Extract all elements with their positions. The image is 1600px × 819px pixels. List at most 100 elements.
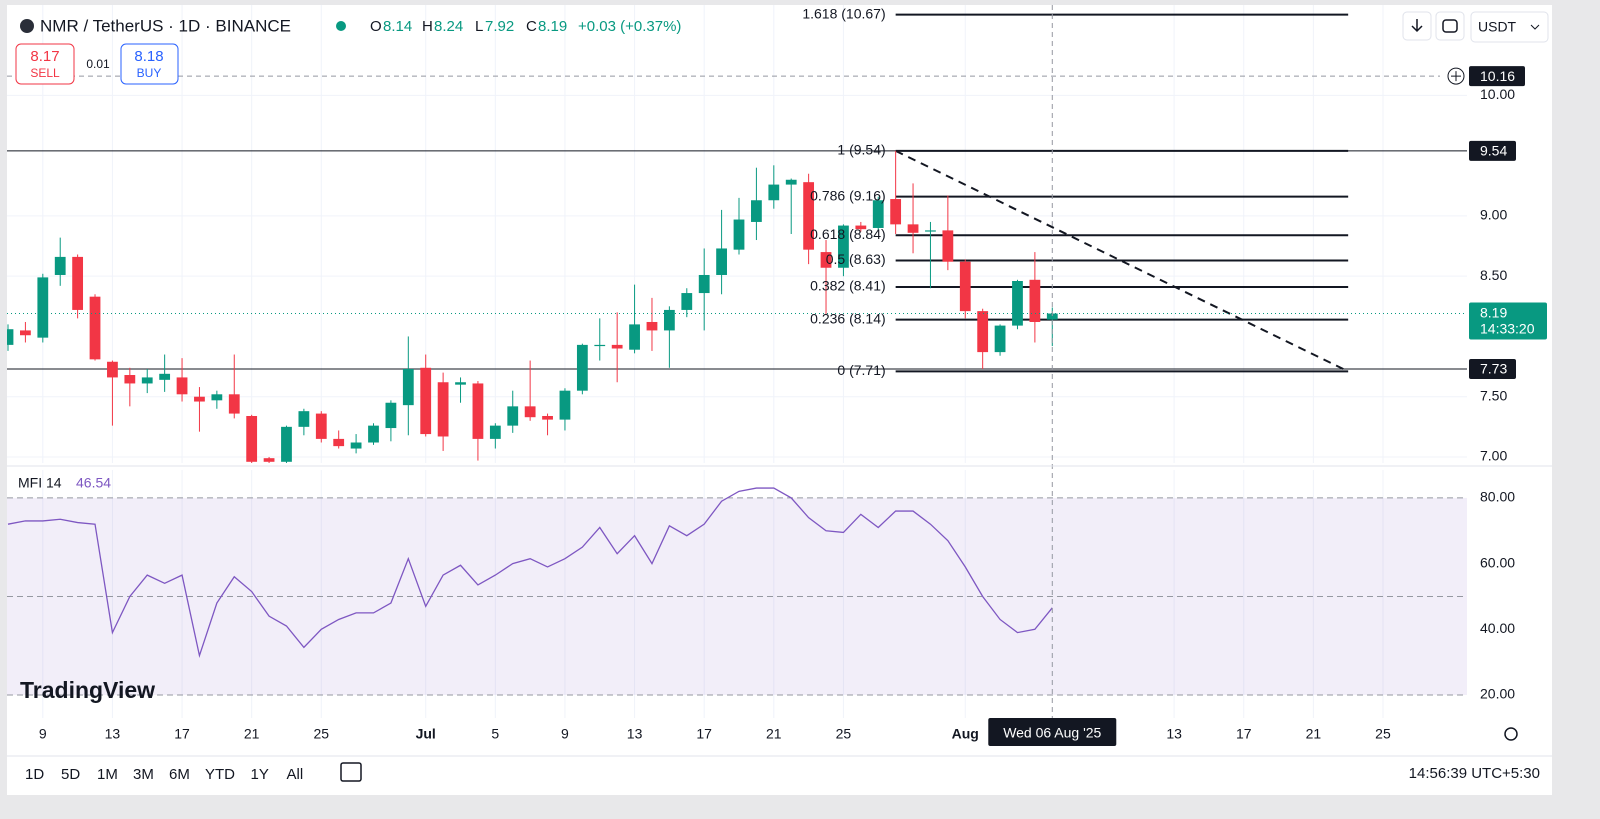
candle-body [716,248,727,275]
refresh-button[interactable] [1435,11,1465,41]
candle-body [594,344,606,347]
mfi-line [7,487,1053,659]
timeframe-button[interactable]: 1D [25,766,44,783]
download-icon [1411,19,1423,33]
candle-body [124,375,136,384]
candle-body [211,394,223,401]
candle-body [350,442,362,449]
candle-body [1046,313,1058,320]
timeframe-button[interactable]: 3M [133,766,154,783]
timeframe-button[interactable]: YTD [205,766,235,783]
price-tag-label: 7.73 [1480,361,1507,377]
fib-label: 1.618 (10.67) [802,5,885,21]
dropdown-icon [1530,24,1540,30]
y-tick-label: 7.50 [1480,387,1507,403]
candle-body [107,361,118,378]
change: +0.03 (+0.37%) [578,18,681,35]
sell-button[interactable] [15,43,75,85]
ohlc: O 8.14 H 8.24 L 7.92 C 8.19 +0.03 (+0.37… [370,18,681,35]
date-range-icon[interactable] [340,762,362,782]
candle-body [20,330,31,336]
candle-body [246,415,258,462]
last-price-tag [1469,302,1547,340]
clock: 14:56:39 UTC+5:30 [1409,765,1540,782]
x-tick-label: 21 [766,726,782,742]
fib-label: 0.618 (8.84) [810,226,886,242]
candle-body [385,402,397,429]
x-tick-label: 21 [1306,726,1322,742]
ohlc-label: L [475,18,483,35]
fib-label: 0 (7.71) [837,362,885,378]
market-status [336,21,346,31]
candle-body [803,182,815,250]
fib-label: 1 (9.54) [837,142,885,158]
timeframes: 1D 5D 1M 3M 6M YTD 1Y All [25,766,303,783]
candle-body [194,396,205,402]
x-tick-label: Jul [416,726,436,742]
y-tick-label: 20.00 [1480,686,1515,702]
fib-label: 0.236 (8.14) [810,310,886,326]
candle-body [420,367,432,435]
candle-body [994,325,1006,353]
fib-label: 0.786 (9.16) [810,187,886,203]
candle-body [368,425,379,443]
candle-body [507,406,519,426]
candle-body [159,373,171,380]
price-pane [7,13,1467,463]
candle-body [298,411,310,427]
x-tick-label: 25 [1375,726,1391,742]
candle-body [855,225,867,230]
candle-body [176,377,188,395]
mfi-value: 46.54 [76,475,111,491]
currency-select[interactable] [1470,11,1549,43]
candle-body [472,383,484,439]
x-tick-label: 25 [313,726,329,742]
y-tick-label: 60.00 [1480,554,1515,570]
candle-body [1012,281,1023,326]
candle-body [663,309,675,331]
candle-body [7,329,14,345]
spread: 0.01 [86,57,110,71]
candle-body [576,344,588,391]
crosshair-price: 10.16 [1480,68,1515,84]
candle-body [907,224,919,233]
buy-price: 8.18 [134,48,163,65]
x-tick-label: 9 [39,726,47,742]
ohlc-value: 8.19 [538,18,567,35]
fib-label: 0.5 (8.63) [826,251,886,267]
ohlc-label: O [370,18,382,35]
y-tick-label: 40.00 [1480,620,1515,636]
candle-body [751,200,762,222]
buy-button[interactable] [120,43,179,85]
timeframe-button[interactable]: 1M [97,766,118,783]
candle-body [698,274,710,294]
candle-body [141,377,153,384]
timeframe-button[interactable]: 6M [169,766,190,783]
candle-body [542,415,553,420]
candle-body [89,296,101,360]
plus-icon [1451,71,1461,82]
candle-body [54,256,66,275]
candle-body [820,252,832,268]
timeframe-button[interactable]: All [287,766,304,783]
candle-body [489,425,501,439]
candle-body [646,321,658,331]
timeframe-button[interactable]: 5D [61,766,80,783]
candle-body [681,293,693,310]
crosshair-date-tag [988,718,1117,746]
overlay: 9.54 7.73 10.16 1.618 (10.67) 1 (9.54) 0.786 … [7,5,1547,746]
candle-body [333,438,345,447]
candle-body [768,184,780,201]
y-tick-label: 8.50 [1480,267,1507,283]
settings-icon[interactable] [1504,727,1518,741]
x-tick-label: 17 [1236,726,1252,742]
candle-body [785,179,797,185]
y-tick-label: 10.00 [1480,86,1515,102]
sell-price: 8.17 [30,48,59,65]
candle-body [838,225,849,268]
timeframe-button[interactable]: 1Y [251,766,269,783]
candle-body [942,230,954,262]
x-tick-label: 17 [696,726,712,742]
x-tick-label: 5 [491,726,499,742]
candle-body [524,406,536,418]
